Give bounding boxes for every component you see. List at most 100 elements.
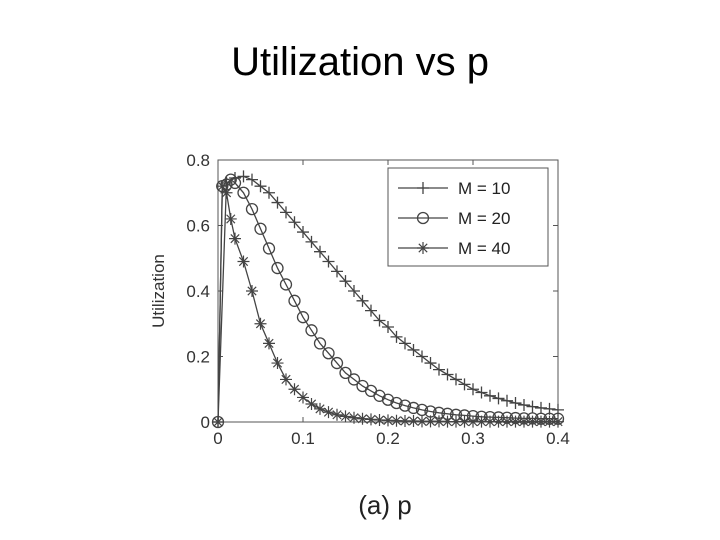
data-point-m-40: [509, 415, 522, 428]
y-tick-label: 0.2: [186, 348, 210, 367]
utilization-chart: 0 0.1 0.2 0.3 0.4 0 0.2 0.4 0.6 0.8 Utilization M =…: [149, 151, 570, 448]
slide-title: Utilization vs p: [231, 40, 489, 84]
data-point-m-40: [535, 415, 547, 428]
data-point-m-40: [390, 414, 403, 427]
chart-container: 0 0.1 0.2 0.3 0.4 0 0.2 0.4 0.6 0.8 Utilization M =…: [140, 140, 580, 460]
data-point-m-40: [433, 415, 445, 428]
data-point-m-40: [526, 415, 539, 428]
data-point-m-40: [331, 408, 343, 421]
data-point-m-10: [246, 173, 258, 186]
data-point-m-20: [398, 399, 412, 412]
data-point-m-10: [416, 350, 428, 363]
data-point-m-10: [254, 180, 267, 193]
data-point-m-10: [297, 226, 309, 239]
data-point-m-40: [424, 415, 437, 428]
data-point-m-20: [305, 324, 318, 337]
data-point-m-40: [322, 406, 335, 419]
data-point-m-40: [407, 415, 420, 428]
data-point-m-40: [450, 415, 462, 428]
data-point-m-40: [220, 186, 233, 199]
data-point-m-20: [313, 337, 327, 350]
data-point-m-40: [314, 402, 326, 415]
data-point-m-20: [224, 173, 237, 186]
data-point-m-10: [492, 392, 505, 405]
data-point-m-10: [280, 206, 292, 219]
data-point-m-10: [365, 304, 377, 317]
data-point-m-20: [347, 373, 361, 386]
data-point-m-40: [246, 285, 258, 297]
data-point-m-20: [381, 393, 395, 406]
data-point-m-10: [271, 196, 284, 209]
data-point-m-10: [356, 294, 369, 307]
data-point-m-10: [314, 245, 326, 258]
data-point-m-40: [216, 180, 229, 193]
legend-label-m-20: M = 20: [458, 209, 510, 228]
data-point-m-10: [450, 373, 462, 386]
data-point-m-10: [339, 275, 352, 288]
y-axis-label: Utilization: [149, 254, 168, 328]
data-point-m-40: [416, 415, 428, 428]
data-point-m-20: [262, 242, 276, 255]
data-point-m-10: [237, 170, 250, 183]
data-point-m-40: [543, 415, 556, 428]
data-point-m-10: [484, 389, 496, 402]
data-point-m-10: [458, 378, 471, 391]
x-tick-label: 0.2: [376, 429, 400, 448]
data-point-m-10: [475, 386, 488, 399]
data-point-m-40: [365, 413, 377, 426]
data-point-m-40: [212, 416, 224, 428]
data-point-m-10: [501, 394, 513, 407]
data-point-m-10: [467, 383, 479, 396]
data-point-m-10: [331, 265, 343, 278]
data-point-m-10: [399, 337, 411, 350]
data-point-m-10: [509, 397, 522, 410]
legend-marker-m-40: [417, 242, 429, 254]
data-point-m-40: [458, 415, 471, 428]
data-point-m-10: [552, 403, 564, 416]
data-point-m-10: [263, 186, 275, 199]
data-point-m-40: [288, 383, 301, 396]
x-tick-label: 0.3: [461, 429, 485, 448]
data-point-m-40: [501, 415, 513, 428]
data-point-m-20: [279, 278, 293, 291]
data-point-m-10: [535, 401, 547, 414]
x-tick-label: 0.4: [546, 429, 570, 448]
data-point-m-20: [296, 311, 310, 324]
chart-caption: (a) p: [358, 490, 412, 520]
data-point-m-40: [237, 255, 250, 268]
data-point-m-20: [245, 202, 259, 216]
data-point-m-40: [475, 415, 488, 428]
data-point-m-20: [237, 186, 250, 199]
data-point-m-40: [263, 337, 275, 350]
legend-box: [387, 167, 549, 267]
data-point-m-10: [526, 400, 539, 413]
data-point-m-40: [305, 397, 318, 410]
data-point-m-20: [390, 396, 403, 410]
data-point-m-20: [254, 222, 267, 235]
data-point-m-40: [339, 410, 352, 423]
y-tick-label: 0.8: [186, 151, 210, 170]
legend-label-m-40: M = 40: [458, 239, 510, 258]
legend-marker-m-10: [417, 182, 429, 194]
data-point-m-10: [348, 285, 360, 297]
data-point-m-40: [224, 212, 237, 225]
data-point-m-40: [280, 373, 292, 386]
data-point-m-10: [322, 255, 335, 268]
data-point-m-20: [407, 401, 420, 415]
data-point-m-40: [518, 415, 530, 428]
data-point-m-40: [271, 357, 284, 370]
data-point-m-40: [467, 415, 479, 428]
data-point-m-10: [305, 235, 318, 248]
data-point-m-20: [330, 356, 344, 370]
data-point-m-40: [356, 412, 369, 425]
data-point-m-40: [484, 415, 496, 428]
data-point-m-40: [348, 411, 360, 424]
data-point-m-10: [407, 343, 420, 356]
data-point-m-20: [322, 347, 335, 360]
data-point-m-40: [254, 317, 267, 330]
x-tick-label: 0.1: [291, 429, 315, 448]
data-point-m-40: [229, 232, 241, 245]
data-point-m-40: [492, 415, 505, 428]
y-tick-label: 0.6: [186, 217, 210, 236]
data-point-m-10: [424, 357, 437, 370]
